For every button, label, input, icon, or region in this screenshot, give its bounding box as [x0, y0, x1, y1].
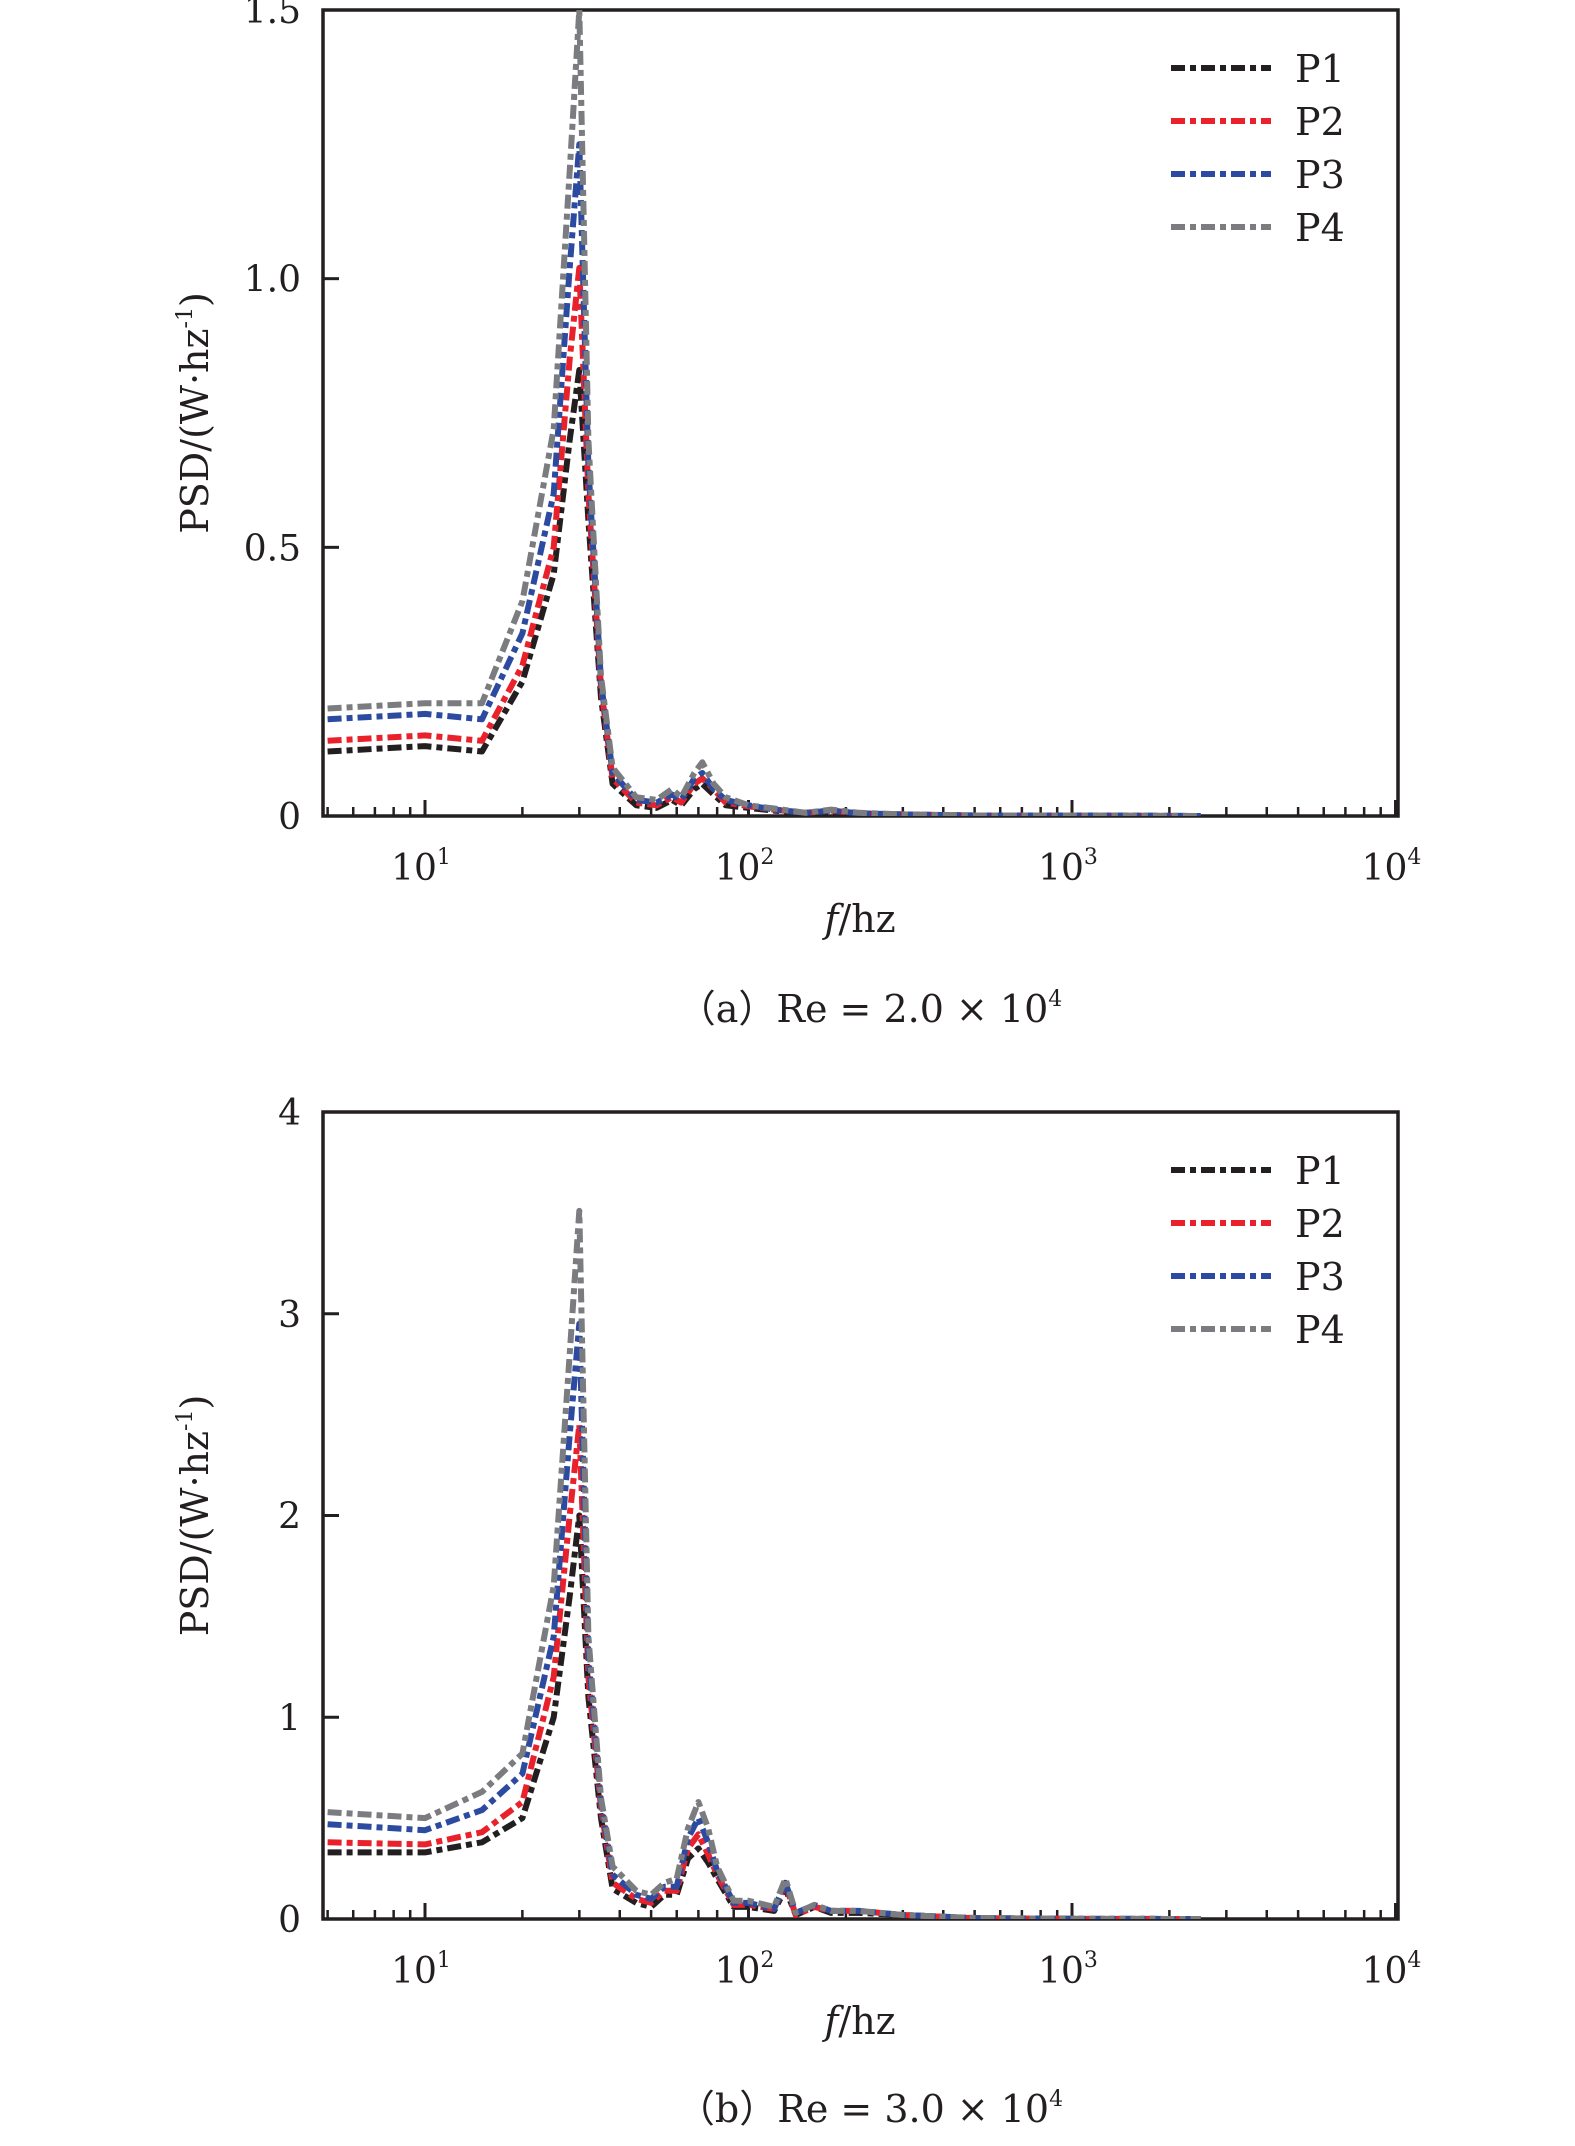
y-axis-title-part: PSD/(W·hz: [173, 1431, 217, 1636]
x-tick-label: 101: [391, 845, 451, 889]
x-tick-base: 10: [1038, 1951, 1084, 1992]
y-tick-label: 0: [278, 1900, 301, 1941]
x-tick-base: 10: [1362, 848, 1408, 889]
series-line-p3: [327, 141, 1201, 816]
caption-exponent: 4: [1048, 987, 1062, 1012]
series-line-p3: [327, 1320, 1201, 1919]
caption-text: （b）Re = 3.0 × 10: [677, 2087, 1049, 2131]
legend-label: P4: [1295, 206, 1345, 250]
y-axis-title-part: PSD/(W·hz: [173, 328, 217, 533]
y-axis-title-part: -1: [173, 1410, 198, 1431]
caption-exponent: 4: [1049, 2087, 1063, 2112]
x-tick-exponent: 1: [437, 1948, 451, 1973]
y-tick-label: 1.0: [244, 260, 301, 301]
x-axis-title-unit: /hz: [838, 897, 895, 941]
caption-text: （a）Re = 2.0 × 10: [678, 987, 1049, 1031]
series-group: [327, 10, 1201, 816]
y-tick-label: 4: [278, 1093, 301, 1134]
legend-label: P3: [1295, 153, 1345, 197]
x-tick-exponent: 2: [760, 845, 774, 870]
x-tick-base: 10: [1362, 1951, 1408, 1992]
series-line-p1: [327, 1512, 1201, 1919]
y-tick-label: 0: [278, 797, 301, 838]
panel-caption: （a）Re = 2.0 × 104: [678, 987, 1063, 1031]
y-axis-title-part: ): [173, 1395, 217, 1410]
x-tick-label: 102: [715, 1948, 775, 1992]
x-tick-exponent: 1: [437, 845, 451, 870]
legend-label: P4: [1295, 1308, 1345, 1352]
plot-frame: [321, 8, 1400, 818]
x-tick-label: 103: [1038, 1948, 1098, 1992]
x-tick-exponent: 3: [1084, 845, 1098, 870]
y-axis-title-part: -1: [173, 307, 198, 328]
legend-label: P1: [1295, 1149, 1345, 1193]
y-tick-label: 3: [278, 1295, 301, 1336]
x-tick-base: 10: [715, 1951, 761, 1992]
plot-frame: [321, 1110, 1400, 1921]
legend-label: P2: [1295, 100, 1345, 144]
series-line-p4: [327, 10, 1201, 816]
y-tick-label: 2: [278, 1497, 301, 1538]
x-tick-base: 10: [391, 1951, 437, 1992]
y-tick-label: 1: [278, 1698, 301, 1739]
series-line-p4: [327, 1207, 1201, 1919]
x-tick-label: 102: [715, 845, 775, 889]
series-line-p2: [327, 264, 1201, 816]
y-axis-title: PSD/(W·hz-1): [173, 1395, 217, 1637]
x-tick-exponent: 4: [1407, 845, 1421, 870]
y-axis-title-part: ): [173, 292, 217, 307]
series-group: [327, 1207, 1201, 1919]
x-tick-base: 10: [715, 848, 761, 889]
x-axis-title-unit: /hz: [838, 1999, 895, 2043]
x-tick-exponent: 3: [1084, 1948, 1098, 1973]
x-tick-label: 104: [1362, 1948, 1422, 1992]
y-tick-label: 0.5: [244, 528, 301, 569]
y-axis-title: PSD/(W·hz-1): [173, 292, 217, 534]
x-tick-exponent: 4: [1407, 1948, 1421, 1973]
legend-label: P3: [1295, 1255, 1345, 1299]
legend-label: P1: [1295, 47, 1345, 91]
y-tick-label: 1.5: [244, 0, 301, 32]
x-tick-exponent: 2: [760, 1948, 774, 1973]
legend-label: P2: [1295, 1202, 1345, 1246]
x-tick-label: 101: [391, 1948, 451, 1992]
x-axis-title: f/hz: [821, 1999, 895, 2043]
x-tick-label: 103: [1038, 845, 1098, 889]
panel-caption: （b）Re = 3.0 × 104: [677, 2087, 1063, 2131]
x-axis-title: f/hz: [821, 897, 895, 941]
x-tick-base: 10: [391, 848, 437, 889]
series-line-p1: [327, 367, 1201, 816]
x-tick-base: 10: [1038, 848, 1084, 889]
x-tick-label: 104: [1362, 845, 1422, 889]
